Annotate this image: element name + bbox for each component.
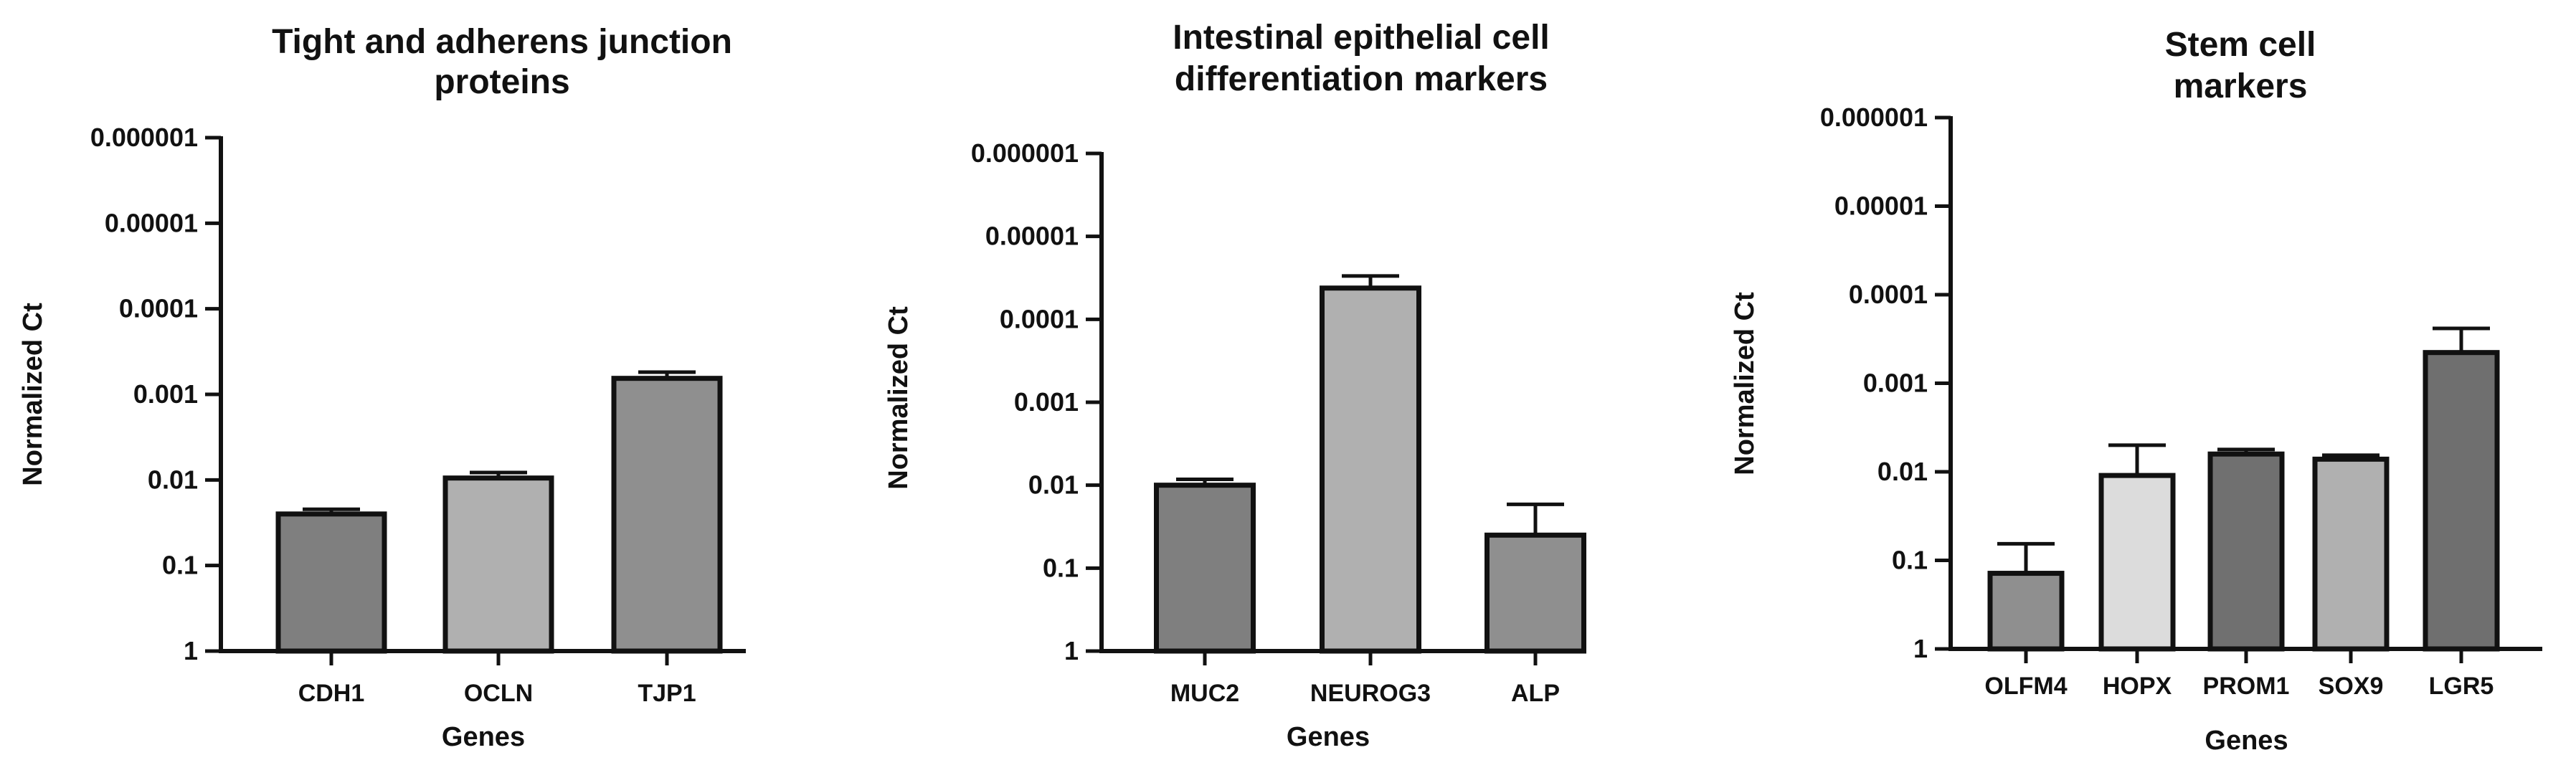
y-axis-title: Normalized Ct (1730, 292, 1760, 475)
bar-olfm4 (1987, 571, 2065, 652)
category-label-ocln: OCLN (464, 680, 533, 707)
category-label-sox9: SOX9 (2319, 673, 2384, 700)
chart-title-line: Intestinal epithelial cell (1173, 19, 1550, 57)
bar-neurog3 (1320, 285, 1421, 654)
bar-ocln (442, 475, 554, 654)
x-axis-title: Genes (1287, 722, 1370, 752)
y-tick-label: 0.1 (1043, 553, 1079, 582)
x-axis-title: Genes (442, 722, 525, 752)
category-label-olfm4: OLFM4 (1984, 673, 2067, 700)
bar-muc2 (1154, 483, 1256, 654)
y-tick-label: 1 (1913, 634, 1928, 663)
chart-title-line: Stem cell (2165, 26, 2316, 64)
bar-hopx (2098, 473, 2176, 652)
category-label-muc2: MUC2 (1170, 680, 1239, 707)
y-axis-title: Normalized Ct (18, 303, 48, 486)
bar-tjp1 (611, 376, 723, 654)
y-tick-label: 0.0001 (119, 294, 198, 323)
category-label-alp: ALP (1511, 680, 1560, 707)
category-label-prom1: PROM1 (2203, 673, 2290, 700)
category-label-cdh1: CDH1 (298, 680, 365, 707)
y-tick-label: 0.000001 (90, 123, 198, 152)
bar-alp (1484, 532, 1586, 654)
x-axis-title: Genes (2205, 726, 2288, 756)
category-label-lgr5: LGR5 (2429, 673, 2494, 700)
chart-title-line: markers (2174, 67, 2308, 105)
chart-title-line: differentiation markers (1175, 60, 1548, 98)
y-tick-label: 0.00001 (985, 222, 1079, 251)
y-tick-label: 1 (1064, 636, 1079, 665)
category-label-neurog3: NEUROG3 (1310, 680, 1431, 707)
y-tick-label: 0.1 (162, 551, 198, 580)
y-tick-label: 0.0001 (1000, 304, 1079, 333)
y-tick-label: 0.0001 (1849, 280, 1928, 309)
y-tick-label: 0.001 (1014, 387, 1079, 417)
y-tick-label: 0.01 (148, 465, 198, 494)
chart-title-line: proteins (434, 63, 569, 101)
y-tick-label: 0.01 (1028, 470, 1079, 500)
y-tick-label: 0.01 (1877, 457, 1928, 486)
bar-prom1 (2207, 451, 2285, 652)
y-tick-label: 0.00001 (1834, 191, 1928, 221)
bar-lgr5 (2423, 350, 2500, 652)
chart-title-line: Tight and adherens junction (272, 23, 732, 61)
bar-cdh1 (275, 511, 387, 654)
y-axis-title: Normalized Ct (884, 306, 914, 490)
bar-sox9 (2312, 456, 2390, 652)
y-tick-label: 1 (184, 636, 198, 665)
y-tick-label: 0.001 (133, 379, 198, 409)
y-tick-label: 0.001 (1863, 369, 1928, 398)
chart-panel-differentiation-markers: Intestinal epithelial celldifferentiatio… (884, 19, 1586, 752)
y-tick-label: 0.000001 (1820, 103, 1928, 132)
category-label-hopx: HOPX (2103, 673, 2172, 700)
y-tick-label: 0.000001 (971, 138, 1079, 168)
y-tick-label: 0.00001 (105, 208, 198, 237)
category-label-tjp1: TJP1 (638, 680, 696, 707)
y-tick-label: 0.1 (1892, 546, 1928, 575)
